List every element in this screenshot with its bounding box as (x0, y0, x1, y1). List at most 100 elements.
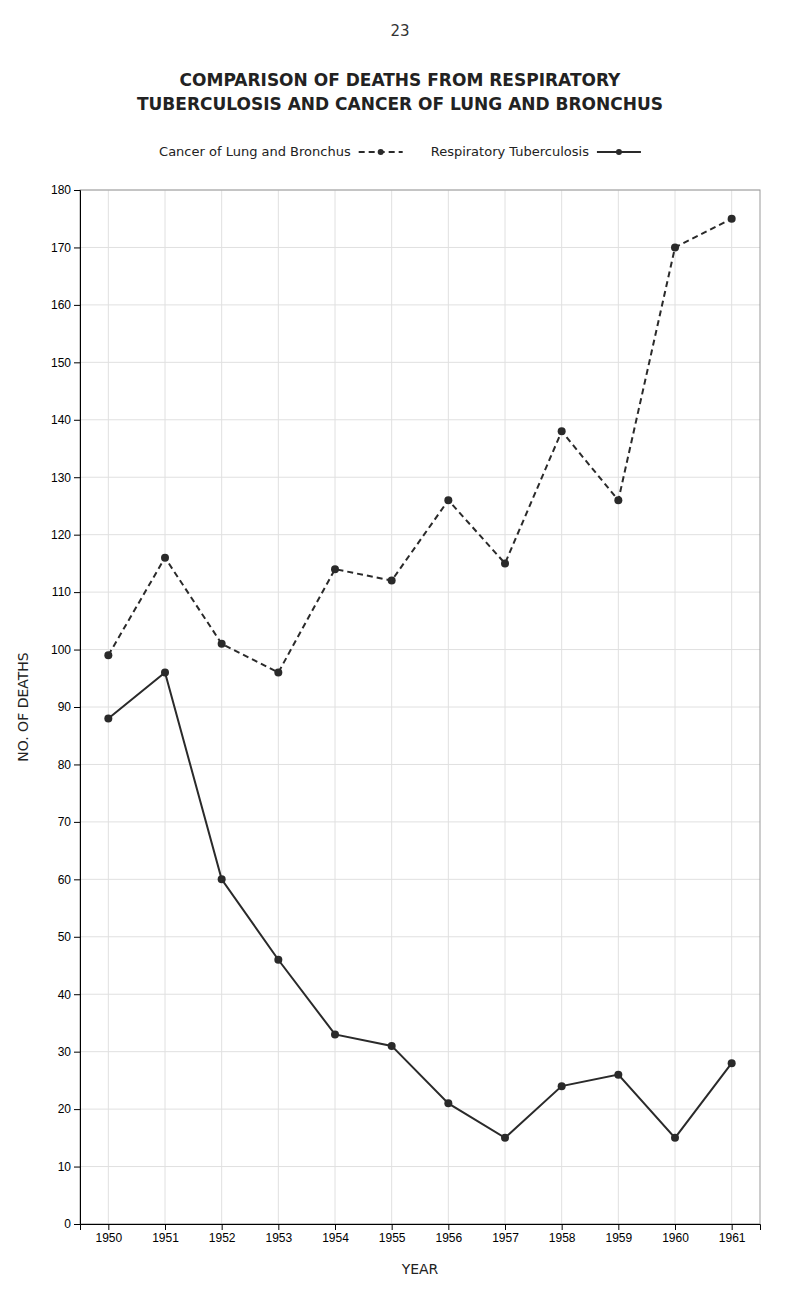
point (388, 577, 396, 585)
tick: 20 (58, 1102, 80, 1116)
legend-item: Respiratory Tuberculosis (431, 144, 641, 159)
tick-mark (74, 420, 80, 421)
legend-marker (616, 149, 622, 155)
legend: Cancer of Lung and Bronchus Respiratory T… (159, 144, 641, 159)
y-axis: 0102030405060708090100110120130140150160… (51, 183, 81, 1231)
tick: 1951 (152, 1224, 179, 1245)
point (331, 565, 339, 573)
tick: 1952 (209, 1224, 236, 1245)
tick-mark (74, 1052, 80, 1053)
point (671, 243, 679, 251)
tick-mark (108, 1224, 109, 1230)
tick: 1956 (435, 1224, 462, 1245)
point (501, 1134, 509, 1142)
series (104, 215, 735, 677)
tick-mark (74, 592, 80, 593)
grid-line-y (80, 936, 760, 937)
tick-label: 50 (58, 930, 72, 944)
tick: 100 (51, 643, 80, 657)
tick-label: 90 (58, 700, 72, 714)
tick: 1958 (549, 1224, 576, 1245)
tick-mark (448, 1224, 449, 1230)
tick-label: 1954 (322, 1231, 349, 1245)
tick-mark (74, 247, 80, 248)
tick: 30 (58, 1045, 80, 1059)
tick: 160 (51, 298, 80, 312)
point (274, 669, 282, 677)
tick: 1954 (322, 1224, 349, 1245)
tick-label: 1959 (605, 1231, 632, 1245)
tick-mark (74, 879, 80, 880)
tick-label: 1950 (95, 1231, 122, 1245)
tick-mark (278, 1224, 279, 1230)
point (388, 1042, 396, 1050)
tick-mark (675, 1224, 676, 1230)
point (728, 215, 736, 223)
tick: 60 (58, 873, 80, 887)
tick-mark (392, 1224, 393, 1230)
series-line (108, 219, 731, 673)
tick: 180 (51, 183, 80, 197)
point (671, 1134, 679, 1142)
tick: 140 (51, 413, 80, 427)
point (444, 1099, 452, 1107)
point (218, 640, 226, 648)
tick-mark (222, 1224, 223, 1230)
tick-label: 1961 (719, 1231, 746, 1245)
tick: 150 (51, 356, 80, 370)
legend-label: Respiratory Tuberculosis (431, 144, 589, 159)
tick-label: 1952 (209, 1231, 236, 1245)
point (614, 1071, 622, 1079)
grid-line-y (80, 477, 760, 478)
legend-label: Cancer of Lung and Bronchus (159, 144, 351, 159)
tick: 170 (51, 241, 80, 255)
tick-mark (74, 305, 80, 306)
tick-label: 0 (64, 1217, 71, 1231)
tick-label: 110 (52, 585, 71, 599)
grid-line-y (80, 994, 760, 995)
tick: 0 (64, 1217, 80, 1231)
tick: 120 (51, 528, 80, 542)
point (501, 559, 509, 567)
series (104, 669, 735, 1142)
tick-mark (74, 707, 80, 708)
tick-mark (165, 1224, 166, 1230)
tick-label: 40 (58, 988, 72, 1002)
grid-line-y (80, 534, 760, 535)
subtitle: TUBERCULOSIS AND CANCER OF LUNG AND BRON… (137, 94, 663, 114)
tick: 1959 (605, 1224, 632, 1245)
tick-label: 1956 (435, 1231, 462, 1245)
point (161, 669, 169, 677)
tick: 1950 (95, 1224, 122, 1245)
axis-line (81, 1225, 761, 1231)
tick-label: 1955 (379, 1231, 406, 1245)
x-axis-label: YEAR (401, 1261, 439, 1277)
tick: 40 (58, 988, 80, 1002)
tick: 130 (51, 471, 80, 485)
plot: 1950 1951 1952 1953 1954 1955 1956 1957 1958 1959… (15, 183, 761, 1277)
tick-label: 140 (51, 413, 71, 427)
tick-mark (732, 1224, 733, 1230)
grid-line-y (80, 362, 760, 363)
point (104, 651, 112, 659)
tick: 1953 (265, 1224, 292, 1245)
grid-line-y (80, 304, 760, 305)
tick-label: 170 (51, 241, 71, 255)
point (444, 496, 452, 504)
grid-line-y (80, 649, 760, 650)
grid-line-y (80, 247, 760, 248)
tick: 110 (52, 585, 80, 599)
grid-line-y (80, 707, 760, 708)
tick-mark (74, 535, 80, 536)
tick-label: 120 (51, 528, 71, 542)
tick: 1957 (492, 1224, 519, 1245)
tick-label: 1953 (265, 1231, 292, 1245)
tick-mark (74, 362, 80, 363)
title: COMPARISON OF DEATHS FROM RESPIRATORY (180, 70, 622, 90)
tick-mark (74, 190, 80, 191)
point (218, 875, 226, 883)
tick-mark (74, 1224, 80, 1225)
point (728, 1059, 736, 1067)
point (614, 496, 622, 504)
annotation: 23 (390, 22, 409, 40)
